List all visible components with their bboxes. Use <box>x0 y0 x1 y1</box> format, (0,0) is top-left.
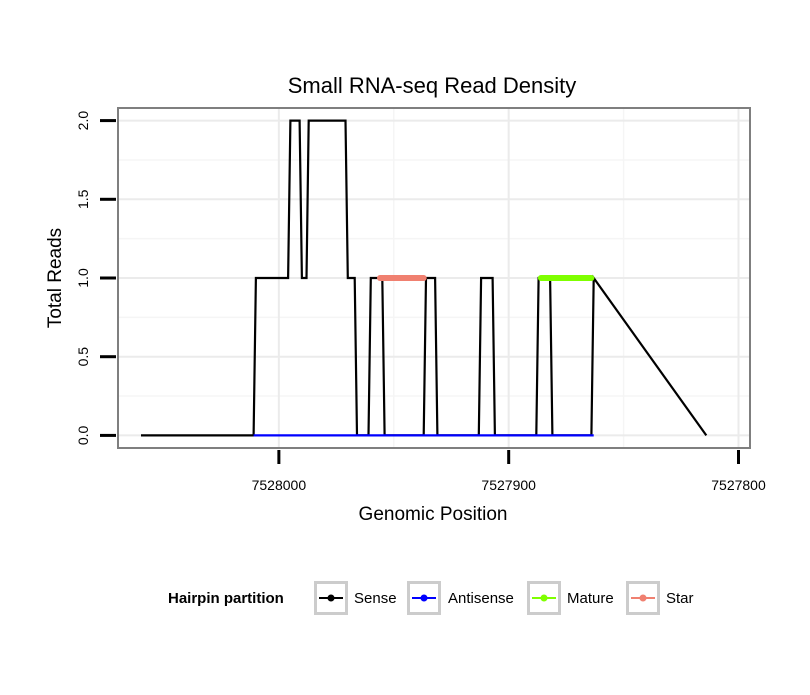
legend-item-label: Star <box>666 590 694 607</box>
x-tick-label: 7528000 <box>252 477 307 493</box>
legend-key-point <box>639 594 647 602</box>
legend-item-sense: Sense <box>314 581 397 615</box>
y-tick-label: 0.5 <box>75 347 91 367</box>
y-axis-label: Total Reads <box>45 228 66 328</box>
x-tick-label: 7527800 <box>711 477 766 493</box>
legend-item-label: Sense <box>354 590 397 607</box>
x-tick-label: 7527900 <box>481 477 536 493</box>
y-tick-label: 0.0 <box>75 425 91 445</box>
legend: Hairpin partition Sense Antisense Mature St… <box>168 581 694 615</box>
legend-item-label: Mature <box>567 590 614 607</box>
legend-title: Hairpin partition <box>168 590 284 607</box>
y-tick-label: 1.5 <box>75 189 91 209</box>
legend-item-antisense: Antisense <box>407 581 514 615</box>
chart-title: Small RNA-seq Read Density <box>288 73 577 98</box>
series-layer <box>141 119 708 437</box>
legend-key-point <box>420 594 428 602</box>
legend-key-point <box>327 594 335 602</box>
y-tick-label: 1.0 <box>75 268 91 288</box>
legend-item-mature: Mature <box>527 581 614 615</box>
plot-border <box>117 107 751 449</box>
y-tick-label: 2.0 <box>75 111 91 131</box>
legend-item-label: Antisense <box>448 590 514 607</box>
legend-item-star: Star <box>626 581 694 615</box>
legend-key-point <box>540 594 548 602</box>
legend-items: Sense Antisense Mature Star <box>314 581 694 615</box>
axes: 7528000 7527900 7527800 0.0 0.5 1.0 1.5 2.0 <box>75 111 766 493</box>
x-axis-label: Genomic Position <box>359 504 508 525</box>
series-line-sense <box>141 119 708 437</box>
